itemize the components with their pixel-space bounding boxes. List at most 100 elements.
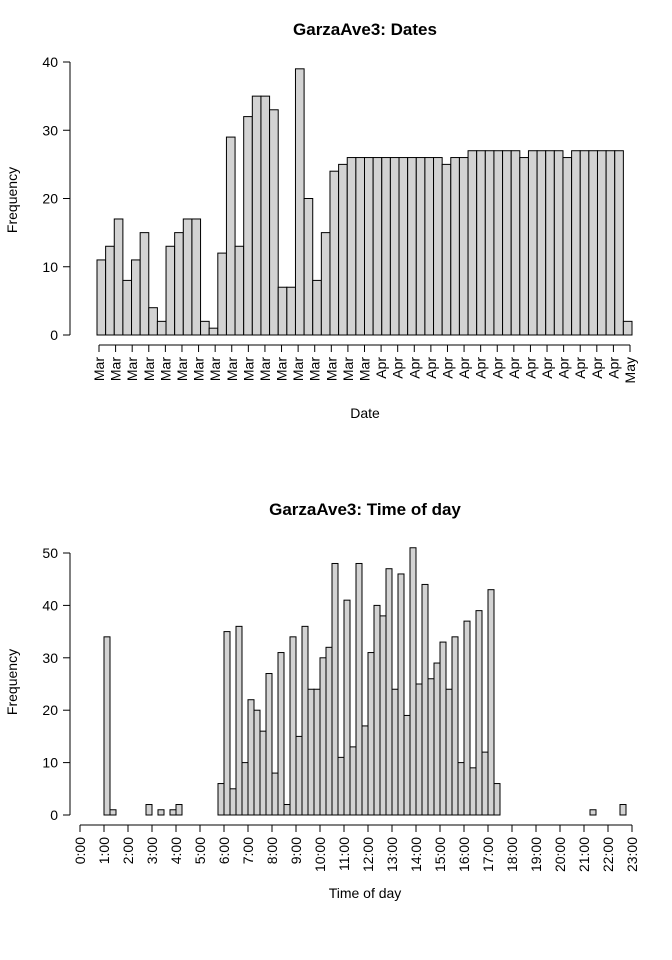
x-tick-label: 13:00 [384,837,400,872]
x-tick-label: Apr [406,357,422,379]
x-tick-label: Mar [340,357,356,381]
bar [588,150,598,336]
x-tick-label: Mar [323,357,339,381]
bar [295,735,303,816]
bar [217,252,227,336]
bar [397,573,405,816]
bar [307,688,315,816]
bar [381,157,391,336]
bar [113,218,124,336]
y-axis: 0 10 20 30 40 [42,54,71,343]
y-axis: 0 10 20 30 40 50 [42,545,71,823]
bar [385,568,393,816]
bar [619,804,627,816]
bar [301,625,309,816]
bar [409,547,417,816]
bar [536,150,547,336]
x-tick-label: Mar [191,357,207,381]
x-tick-label: Mar [290,357,306,381]
bar [391,688,399,816]
bar [484,150,495,336]
bar [148,307,158,336]
x-tick-label: Mar [124,357,140,381]
x-tick-label: Apr [456,357,472,379]
x-tick-label: Apr [556,357,572,379]
x-tick-label: 5:00 [192,837,208,864]
x-tick-label: 8:00 [264,837,280,864]
y-tick-label: 40 [42,597,58,613]
x-tick-label: 7:00 [240,837,256,864]
bar [122,279,133,336]
bar [174,232,184,336]
x-tick-label: Apr [423,357,439,379]
x-tick-label: 20:00 [552,837,568,872]
bar [229,788,237,816]
x-tick-label: 1:00 [96,837,112,864]
x-tick-label: Apr [589,357,605,379]
bar [439,641,447,816]
bar [622,320,633,336]
bar [294,68,305,336]
bar [200,320,210,336]
bar [458,157,469,336]
bar [271,772,279,816]
x-tick-label: 12:00 [360,837,376,872]
bar [398,157,409,336]
bar [421,583,429,816]
bar [319,657,327,816]
bar [469,767,477,816]
x-tick-label: Apr [605,357,621,379]
bar [313,688,321,816]
bar [493,150,504,336]
bar [364,157,374,336]
bar [493,783,501,816]
x-tick-label: 19:00 [528,837,544,872]
bar [259,730,267,816]
bar [450,157,460,336]
x-tick-label: 16:00 [456,837,472,872]
bar [145,804,153,816]
x-tick-label: 15:00 [432,837,448,872]
bar [277,652,285,816]
bar [331,562,339,816]
bar [247,699,255,816]
x-tick-label: 3:00 [144,837,160,864]
x-tick-label: Apr [439,357,455,379]
bar [427,678,435,816]
bar [165,245,176,336]
bar [283,804,291,816]
bar [433,662,441,816]
dates-histogram: GarzaAve3: Dates Date Frequency 0 10 20 30 4… [4,20,638,421]
y-tick-label: 30 [42,122,58,138]
bar [253,709,261,816]
x-tick-label: Mar [274,357,290,381]
bar [372,157,383,336]
y-tick-label: 20 [42,191,58,207]
bar [223,631,231,816]
bar [457,762,465,816]
x-tick-label: 11:00 [336,837,352,871]
bar [269,109,279,336]
y-axis-label: Frequency [4,167,20,233]
bar [277,286,288,336]
x-tick-label: 18:00 [504,837,520,872]
bar [389,157,400,336]
bar [235,625,243,816]
x-tick-label: Mar [108,357,124,381]
x-tick-label: 10:00 [312,837,328,872]
x-tick-label: 23:00 [624,837,640,872]
y-tick-label: 0 [50,807,58,823]
bar [379,615,387,816]
x-tick-label: Apr [489,357,505,379]
x-axis-label: Time of day [329,885,402,901]
bar [243,116,253,336]
bar [367,652,375,816]
x-tick-label: Mar [157,357,173,381]
y-tick-label: 10 [42,755,58,771]
bar [475,610,483,816]
bar [510,150,521,336]
bar [241,762,249,816]
bar [562,157,573,336]
bar [157,809,165,816]
bar [519,157,529,336]
